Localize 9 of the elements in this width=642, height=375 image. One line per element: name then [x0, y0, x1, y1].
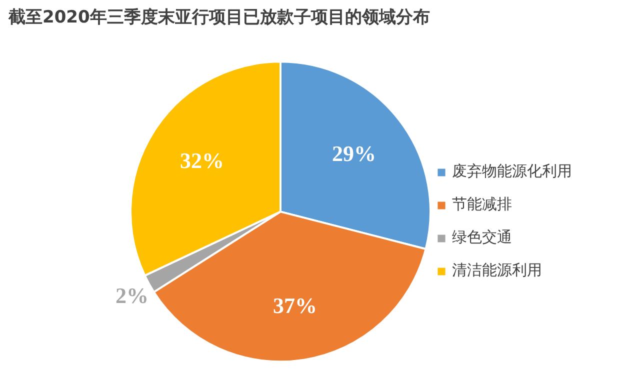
legend-label: 绿色交通 — [452, 228, 512, 247]
chart-title: 截至2020年三季度末亚行项目已放款子项目的领域分布 — [8, 8, 430, 28]
data-label: 29% — [332, 140, 376, 166]
data-label: 32% — [180, 148, 224, 174]
data-label: 37% — [273, 293, 318, 318]
legend-label: 清洁能源利用 — [452, 261, 542, 280]
data-label: 2% — [115, 282, 148, 308]
legend-label: 废弃物能源化利用 — [452, 162, 572, 181]
legend-label: 节能减排 — [452, 195, 512, 214]
